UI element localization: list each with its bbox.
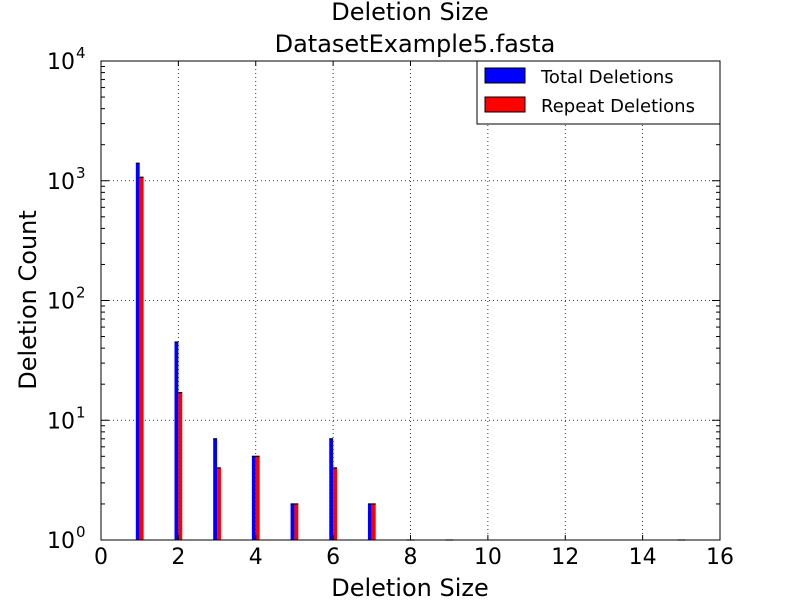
bar-total-deletions xyxy=(329,438,334,540)
bar-repeat-deletions xyxy=(139,177,144,540)
legend-label-repeat-deletions: Repeat Deletions xyxy=(541,96,695,117)
y-tick-label-base: 10 xyxy=(47,170,75,195)
x-axis-label: Deletion Size xyxy=(331,574,489,600)
x-tick-label: 16 xyxy=(706,545,734,570)
x-tick-label: 12 xyxy=(551,545,579,570)
bar-total-deletions xyxy=(367,503,372,540)
x-tick-label: 2 xyxy=(171,545,185,570)
x-tick-labels: 0 2 4 6 8 10 12 14 16 xyxy=(94,545,734,570)
y-tick-label-exponent: 0 xyxy=(76,523,86,541)
x-tick-label: 14 xyxy=(629,545,657,570)
bar-repeat-deletions xyxy=(217,467,221,540)
y-tick-label-base: 10 xyxy=(47,50,75,75)
chart-subtitle: DatasetExample5.fasta xyxy=(275,30,556,58)
y-tick-label: 10 2 xyxy=(47,284,86,315)
x-tick-label: 6 xyxy=(326,545,340,570)
x-tick-label: 0 xyxy=(94,545,108,570)
legend-swatch-total-deletions xyxy=(484,67,526,84)
y-tick-label-exponent: 1 xyxy=(76,403,86,421)
y-tick-label-base: 10 xyxy=(47,529,75,554)
bar-total-deletions xyxy=(174,342,179,540)
bar-total-deletions xyxy=(135,163,140,541)
bar-total-deletions xyxy=(290,503,295,540)
y-tick-label-exponent: 3 xyxy=(76,164,86,182)
y-tick-label-base: 10 xyxy=(47,409,75,434)
bar-total-deletions xyxy=(251,456,256,540)
y-tick-label: 10 3 xyxy=(47,164,86,195)
legend-swatch-repeat-deletions xyxy=(484,96,526,113)
legend-label-total-deletions: Total Deletions xyxy=(540,67,674,88)
y-axis-label: Deletion Count xyxy=(14,210,42,390)
bar-repeat-deletions xyxy=(294,503,299,540)
bar-marks xyxy=(135,162,686,541)
bar-repeat-deletions xyxy=(333,467,337,540)
y-tick-label: 10 0 xyxy=(47,523,86,554)
bar-repeat-deletions xyxy=(371,503,376,540)
bar-repeat-deletions xyxy=(178,392,183,540)
grid-lines xyxy=(101,61,720,540)
y-tick-label-exponent: 4 xyxy=(76,44,86,62)
x-tick-label: 10 xyxy=(474,545,502,570)
y-tick-label: 10 1 xyxy=(47,403,86,434)
legend: Total Deletions Repeat Deletions xyxy=(476,60,721,125)
x-tick-label: 4 xyxy=(249,545,263,570)
bar-repeat-deletions xyxy=(255,456,260,540)
x-tick-label: 8 xyxy=(404,545,418,570)
y-tick-label-base: 10 xyxy=(47,290,75,315)
bar-total-deletions xyxy=(213,438,218,540)
y-tick-label-exponent: 2 xyxy=(76,284,86,302)
y-tick-label: 10 4 xyxy=(47,44,86,75)
chart-title: Deletion Size xyxy=(331,0,489,26)
